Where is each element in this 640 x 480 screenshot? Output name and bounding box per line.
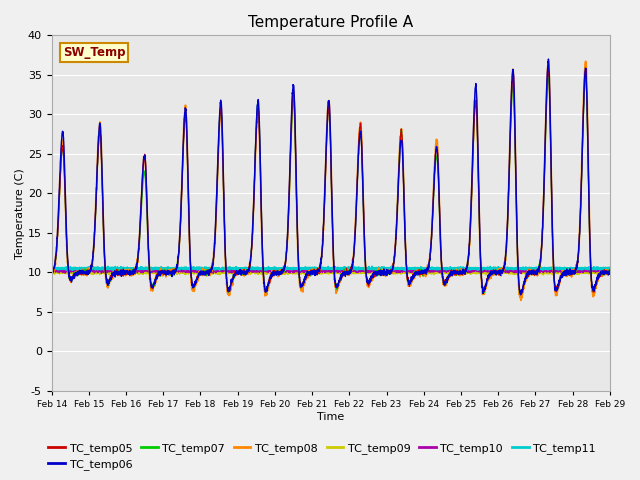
TC_temp11: [145, 265, 152, 271]
TC_temp05: [535, 264, 543, 270]
TC_temp06: [535, 267, 543, 273]
TC_temp10: [145, 267, 152, 273]
TC_temp09: [111, 270, 119, 276]
TC_temp05: [111, 272, 119, 277]
TC_temp08: [595, 273, 603, 278]
TC_temp06: [262, 288, 269, 294]
TC_temp07: [535, 266, 543, 272]
TC_temp06: [595, 274, 603, 280]
Title: Temperature Profile A: Temperature Profile A: [248, 15, 413, 30]
TC_temp10: [286, 269, 294, 275]
TC_temp07: [262, 290, 269, 296]
Line: TC_temp08: TC_temp08: [52, 61, 610, 300]
TC_temp08: [262, 291, 269, 297]
TC_temp09: [606, 270, 614, 276]
Line: TC_temp05: TC_temp05: [52, 69, 610, 294]
TC_temp09: [157, 267, 164, 273]
TC_temp09: [286, 269, 294, 275]
TC_temp08: [535, 266, 543, 272]
TC_temp11: [535, 265, 543, 271]
TC_temp08: [517, 298, 525, 303]
TC_temp11: [48, 266, 56, 272]
TC_temp06: [48, 267, 56, 273]
TC_temp07: [145, 249, 152, 255]
TC_temp11: [286, 265, 294, 271]
Line: TC_temp10: TC_temp10: [52, 268, 610, 274]
TC_temp06: [545, 56, 552, 62]
TC_temp10: [595, 267, 603, 273]
TC_temp10: [606, 267, 614, 273]
TC_temp05: [48, 267, 56, 273]
TC_temp08: [111, 269, 119, 275]
TC_temp10: [535, 269, 543, 275]
TC_temp11: [606, 266, 614, 272]
Text: SW_Temp: SW_Temp: [63, 46, 125, 59]
TC_temp08: [48, 269, 56, 275]
TC_temp05: [606, 269, 614, 275]
TC_temp07: [111, 271, 119, 277]
TC_temp07: [595, 272, 603, 278]
TC_temp05: [595, 272, 603, 277]
TC_temp11: [595, 266, 603, 272]
TC_temp05: [262, 287, 269, 293]
Line: TC_temp11: TC_temp11: [52, 266, 610, 271]
TC_temp06: [286, 163, 294, 169]
TC_temp06: [517, 292, 525, 298]
TC_temp11: [262, 267, 269, 273]
TC_temp09: [535, 270, 543, 276]
TC_temp07: [516, 292, 524, 298]
X-axis label: Time: Time: [317, 412, 344, 422]
TC_temp07: [545, 73, 552, 79]
TC_temp09: [145, 269, 152, 275]
TC_temp05: [582, 66, 589, 72]
TC_temp08: [545, 58, 552, 64]
Y-axis label: Temperature (C): Temperature (C): [15, 168, 25, 259]
TC_temp09: [595, 271, 603, 276]
TC_temp08: [286, 170, 294, 176]
Line: TC_temp09: TC_temp09: [52, 270, 610, 275]
TC_temp05: [145, 246, 152, 252]
TC_temp05: [516, 291, 524, 297]
TC_temp06: [111, 271, 119, 276]
TC_temp10: [495, 271, 502, 276]
TC_temp05: [286, 168, 294, 173]
TC_temp06: [606, 267, 614, 273]
TC_temp10: [286, 265, 294, 271]
TC_temp09: [262, 271, 269, 276]
TC_temp07: [606, 269, 614, 275]
TC_temp11: [368, 264, 376, 269]
TC_temp11: [111, 264, 119, 270]
TC_temp08: [606, 269, 614, 275]
TC_temp11: [412, 268, 420, 274]
TC_temp10: [111, 267, 119, 273]
TC_temp09: [48, 271, 56, 276]
TC_temp07: [286, 173, 294, 179]
Line: TC_temp07: TC_temp07: [52, 76, 610, 295]
TC_temp10: [262, 268, 269, 274]
TC_temp06: [145, 246, 152, 252]
TC_temp07: [48, 270, 56, 276]
TC_temp08: [145, 247, 152, 253]
Legend: TC_temp05, TC_temp06, TC_temp07, TC_temp08, TC_temp09, TC_temp10, TC_temp11: TC_temp05, TC_temp06, TC_temp07, TC_temp…: [44, 438, 600, 474]
TC_temp09: [540, 272, 547, 278]
Line: TC_temp06: TC_temp06: [52, 59, 610, 295]
TC_temp10: [48, 268, 56, 274]
